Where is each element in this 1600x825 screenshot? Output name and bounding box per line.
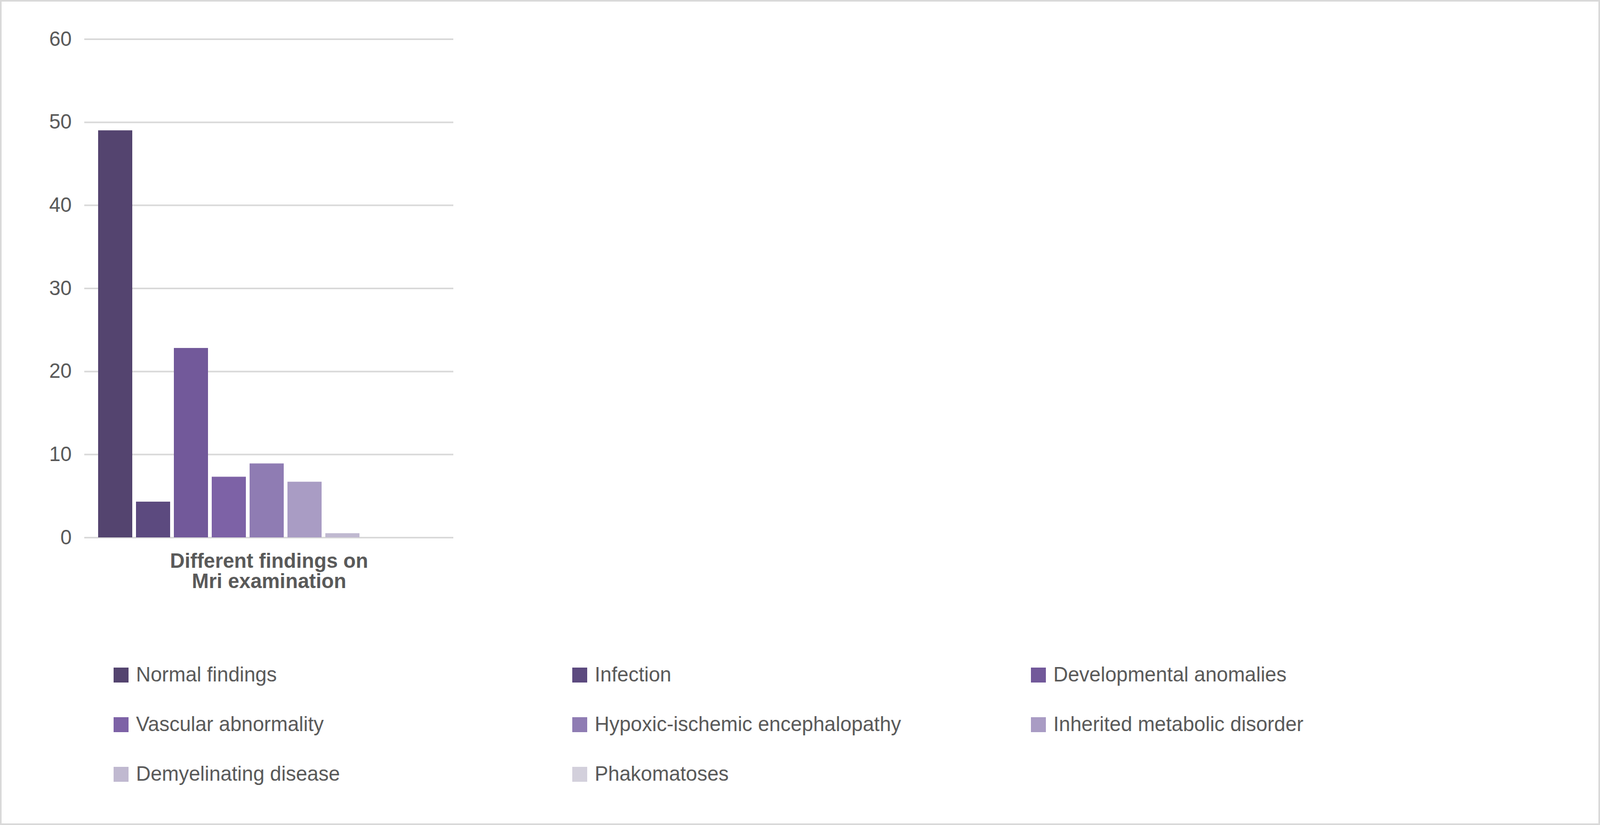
svg-text:50: 50 bbox=[49, 110, 72, 133]
html-text:Vascular abnormality: Vascular abnormality bbox=[136, 712, 324, 735]
html-text:Developmental anomalies: Developmental anomalies bbox=[1053, 662, 1287, 686]
svg-text:0: 0 bbox=[60, 525, 72, 549]
html-text:Phakomatoses: Phakomatoses bbox=[594, 762, 729, 785]
html-text:Hypoxic-ischemic encephalopath: Hypoxic-ischemic encephalopathy bbox=[594, 712, 902, 735]
svg-text:10: 10 bbox=[49, 442, 72, 466]
svg-text:60: 60 bbox=[49, 27, 72, 51]
html-text:Inherited metabolic disorder: Inherited metabolic disorder bbox=[1053, 712, 1304, 735]
svg-text:40: 40 bbox=[49, 193, 72, 216]
svg-text:Different findings onMri exami: Different findings onMri examination bbox=[170, 549, 369, 592]
svg-text:30: 30 bbox=[49, 276, 72, 300]
svg-text:20: 20 bbox=[49, 359, 72, 382]
html-text:Infection: Infection bbox=[594, 662, 672, 686]
html-text:Normal findings: Normal findings bbox=[136, 662, 277, 686]
html-text:Demyelinating disease: Demyelinating disease bbox=[136, 762, 340, 785]
